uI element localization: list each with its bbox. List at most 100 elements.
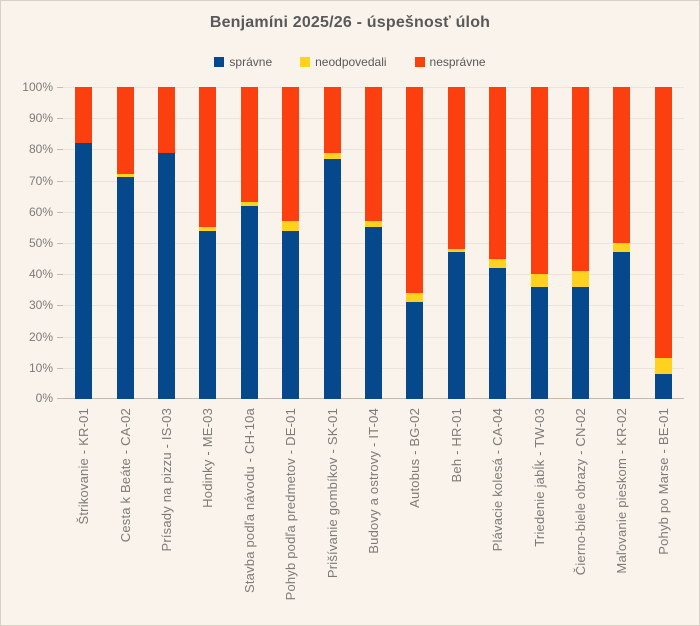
bar-segment-neodpovedali	[489, 258, 507, 268]
bar-column-15	[643, 87, 684, 399]
bar-segment-nespravne	[116, 87, 134, 175]
bar-segment-spravne	[572, 286, 590, 399]
bar-segment-nespravne	[199, 87, 217, 228]
y-tick-90%	[57, 118, 63, 119]
bar-segment-nespravne	[447, 87, 465, 250]
bar-segment-neodpovedali	[572, 271, 590, 287]
bar-1	[75, 87, 93, 399]
x-axis-label-cell: Pohyb po Marse - BE-01	[643, 408, 684, 622]
y-tick-label: 0%	[35, 391, 53, 405]
legend-swatch-spravne-icon	[214, 57, 225, 67]
y-tick-label: 40%	[28, 267, 53, 281]
x-axis-label: Plávacie kolesá - CA-04	[490, 408, 506, 552]
bar-segment-spravne	[613, 252, 631, 399]
x-axis-label: Čierno-biele obrazy - CN-02	[573, 408, 589, 576]
bar-column-1	[63, 87, 104, 399]
bar-9	[406, 87, 424, 399]
x-axis-label-cell: Triedenie jabĺk - TW-03	[518, 408, 559, 622]
bar-segment-spravne	[489, 267, 507, 399]
y-tick-30%	[57, 305, 63, 306]
x-axis-labels: Štrikovanie - KR-01 Cesta k Beáte - CA-02…	[63, 408, 684, 622]
x-axis-label-cell: Budovy a ostrovy - IT-04	[353, 408, 394, 622]
bar-column-5	[229, 87, 270, 399]
y-tick-60%	[57, 212, 63, 213]
bar-3	[158, 87, 176, 399]
bar-segment-spravne	[282, 230, 300, 399]
legend-label-nespravne: nesprávne	[429, 55, 486, 69]
bar-column-8	[353, 87, 394, 399]
bar-segment-nespravne	[323, 87, 341, 153]
bar-column-4	[187, 87, 228, 399]
bar-column-12	[518, 87, 559, 399]
bar-10	[447, 87, 465, 399]
y-tick-label: 90%	[28, 111, 53, 125]
plot-area	[63, 87, 684, 399]
y-tick-label: 70%	[28, 174, 53, 188]
bar-column-13	[560, 87, 601, 399]
bar-segment-neodpovedali	[406, 292, 424, 303]
x-axis-label-cell: Stavba podľa návodu - CH-10a	[229, 408, 270, 622]
bar-segment-neodpovedali	[530, 274, 548, 287]
x-axis-label-cell: Čierno-biele obrazy - CN-02	[560, 408, 601, 622]
y-tick-80%	[57, 149, 63, 150]
bar-segment-spravne	[116, 177, 134, 399]
y-tick-100%	[57, 87, 63, 88]
bar-7	[323, 87, 341, 399]
bar-segment-spravne	[406, 302, 424, 399]
y-tick-50%	[57, 243, 63, 244]
bar-segment-spravne	[654, 374, 672, 399]
x-axis-label-cell: Beh - HR-01	[436, 408, 477, 622]
x-axis-label: Prišívanie gombíkov - SK-01	[324, 408, 340, 579]
bar-segment-nespravne	[530, 87, 548, 275]
y-tick-70%	[57, 181, 63, 182]
bar-14	[613, 87, 631, 399]
bar-segment-neodpovedali	[199, 227, 217, 231]
bar-segment-neodpovedali	[240, 202, 258, 206]
y-tick-40%	[57, 274, 63, 275]
legend-item-spravne: správne	[214, 55, 272, 69]
bar-segment-neodpovedali	[282, 221, 300, 231]
bar-2	[116, 87, 134, 399]
bar-segment-neodpovedali	[323, 152, 341, 159]
x-axis-label-cell: Maľovanie pieskom - KR-02	[601, 408, 642, 622]
y-tick-label: 80%	[28, 142, 53, 156]
bar-segment-spravne	[447, 252, 465, 399]
bar-column-10	[436, 87, 477, 399]
bar-column-14	[601, 87, 642, 399]
bar-segment-spravne	[365, 227, 383, 399]
bar-segment-nespravne	[240, 87, 258, 203]
bar-8	[365, 87, 383, 399]
bar-11	[489, 87, 507, 399]
bar-6	[282, 87, 300, 399]
legend-item-neodpovedali: neodpovedali	[300, 55, 387, 69]
bar-segment-spravne	[158, 152, 176, 399]
x-axis-label: Stavba podľa návodu - CH-10a	[241, 408, 257, 594]
chart-title: Benjamíni 2025/26 - úspešnosť úloh	[209, 14, 491, 31]
bar-segment-neodpovedali	[365, 221, 383, 228]
y-tick-label: 50%	[28, 236, 53, 250]
y-tick-label: 20%	[28, 330, 53, 344]
bar-segment-spravne	[199, 230, 217, 399]
bar-13	[572, 87, 590, 399]
legend-label-spravne: správne	[229, 55, 273, 69]
y-tick-10%	[57, 368, 63, 369]
x-axis-label: Budovy a ostrovy - IT-04	[366, 408, 382, 554]
x-axis-label-cell: Hodinky - ME-03	[187, 408, 228, 622]
x-axis-label: Cesta k Beáte - CA-02	[117, 408, 133, 543]
bar-12	[530, 87, 548, 399]
y-tick-label: 10%	[28, 361, 53, 375]
x-axis-label: Beh - HR-01	[448, 408, 464, 483]
bar-column-3	[146, 87, 187, 399]
bar-segment-nespravne	[365, 87, 383, 222]
bar-segment-nespravne	[406, 87, 424, 293]
y-tick-20%	[57, 337, 63, 338]
legend-label-neodpovedali: neodpovedali	[315, 55, 387, 69]
y-tick-0%	[57, 398, 63, 399]
x-axis-label-cell: Prišívanie gombíkov - SK-01	[311, 408, 352, 622]
bars	[63, 87, 684, 399]
x-axis-label-cell: Prísady na pizzu - IS-03	[146, 408, 187, 622]
x-axis-label-cell: Cesta k Beáte - CA-02	[104, 408, 145, 622]
x-axis-label: Autobus - BG-02	[407, 408, 423, 508]
x-axis-label-cell: Pohyb podľa predmetov - DE-01	[270, 408, 311, 622]
